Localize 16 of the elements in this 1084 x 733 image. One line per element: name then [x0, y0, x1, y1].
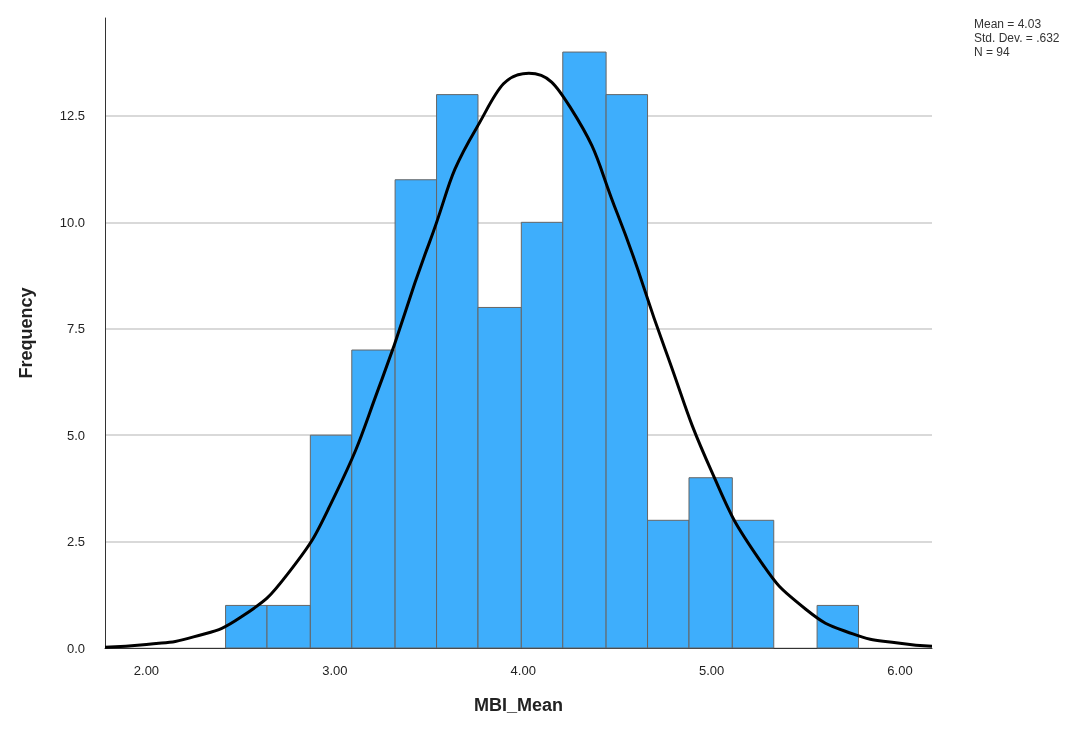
x-tick-label: 5.00 — [698, 663, 725, 678]
y-tick-label: 12.5 — [59, 108, 85, 124]
x-axis-title: MBI_Mean — [473, 695, 564, 715]
y-tick-label: 0.0 — [66, 640, 85, 656]
text: Std. Dev. = .632 — [974, 31, 1060, 45]
text: Mean = 4.03 — [974, 17, 1042, 31]
y-tick-label: 10.0 — [59, 214, 85, 230]
text: N = 94 — [974, 45, 1011, 59]
x-tick-label: 4.00 — [510, 663, 536, 678]
y-axis-title: Frequency — [16, 287, 36, 379]
y-tick-label: 2.5 — [66, 534, 85, 550]
y-tick-label: 7.5 — [66, 321, 85, 337]
x-tick-label: 3.00 — [322, 663, 348, 678]
x-tick-label: 6.00 — [887, 663, 913, 678]
y-tick-label: 5.0 — [66, 427, 85, 443]
x-tick-label: 2.00 — [133, 663, 160, 678]
